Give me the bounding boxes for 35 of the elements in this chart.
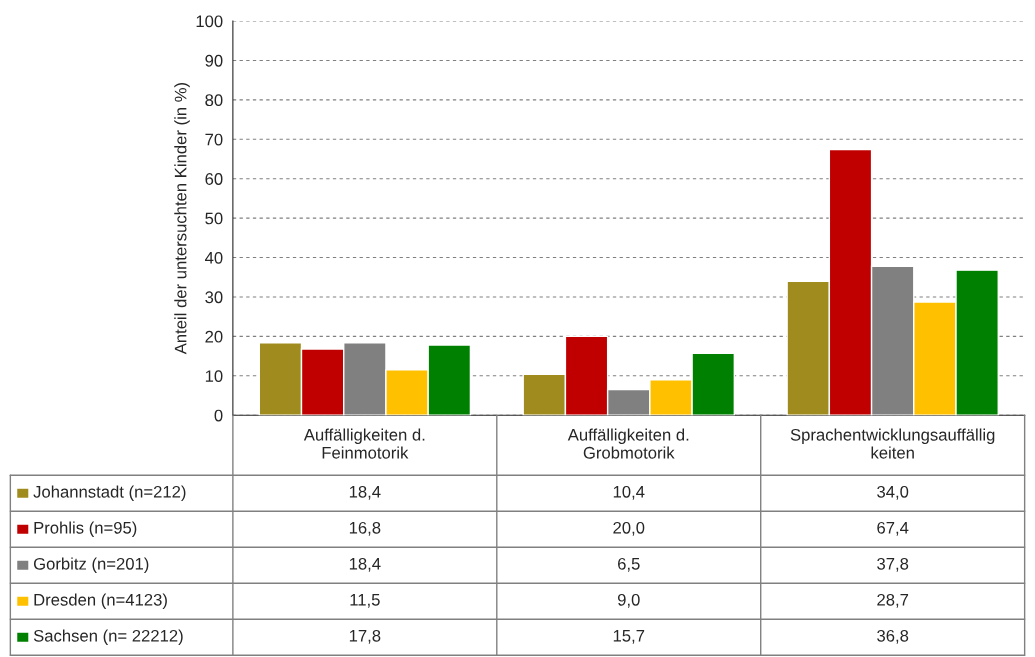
x-tick-label: Auffälligkeiten d. Grobmotorik: [567, 428, 689, 459]
data-label: 16,8: [349, 521, 381, 536]
y-tick-label: 40: [205, 251, 223, 264]
legend-label: Johannstadt (n=212): [33, 485, 186, 501]
data-label: 20,0: [613, 521, 645, 536]
y-axis-title: Anteil der untersuchten Kinder (in %): [174, 82, 190, 355]
y-tick-label: 20: [205, 330, 223, 343]
y-tick-label: 30: [205, 291, 223, 304]
data-label: 9,0: [617, 593, 640, 608]
data-label: 11,5: [350, 594, 380, 608]
data-label: 18,4: [349, 557, 381, 572]
y-tick-label: 100: [196, 15, 223, 28]
y-tick-label: 90: [205, 54, 223, 67]
data-label: 67,4: [877, 521, 909, 536]
y-tick-label: 60: [205, 173, 223, 185]
y-tick-label: 70: [205, 133, 223, 146]
data-label: 37,8: [877, 557, 909, 572]
data-label: 10,4: [613, 485, 645, 500]
data-label: 28,7: [877, 593, 909, 608]
data-label: 18,4: [349, 485, 381, 500]
data-label: 17,8: [349, 629, 381, 644]
y-tick-label: 50: [205, 212, 223, 225]
data-label: 15,7: [613, 630, 645, 644]
data-label: 36,8: [877, 629, 909, 644]
legend-label: Prohlis (n=95): [34, 521, 137, 537]
legend-label: Gorbitz (n=201): [33, 557, 149, 573]
x-tick-label: Auffälligkeiten d. Feinmotorik: [303, 428, 425, 459]
data-label: 6,5: [618, 557, 640, 572]
y-tick-label: 80: [205, 94, 223, 107]
x-tick-label: Sprachentwicklungsauffällig keiten: [790, 428, 995, 459]
data-label: 34,0: [877, 485, 909, 500]
y-tick-label: 10: [205, 370, 223, 383]
y-tick-label: 0: [214, 409, 223, 422]
legend-label: Sachsen (n= 22212): [33, 629, 183, 645]
legend-label: Dresden (n=4123): [34, 593, 167, 609]
